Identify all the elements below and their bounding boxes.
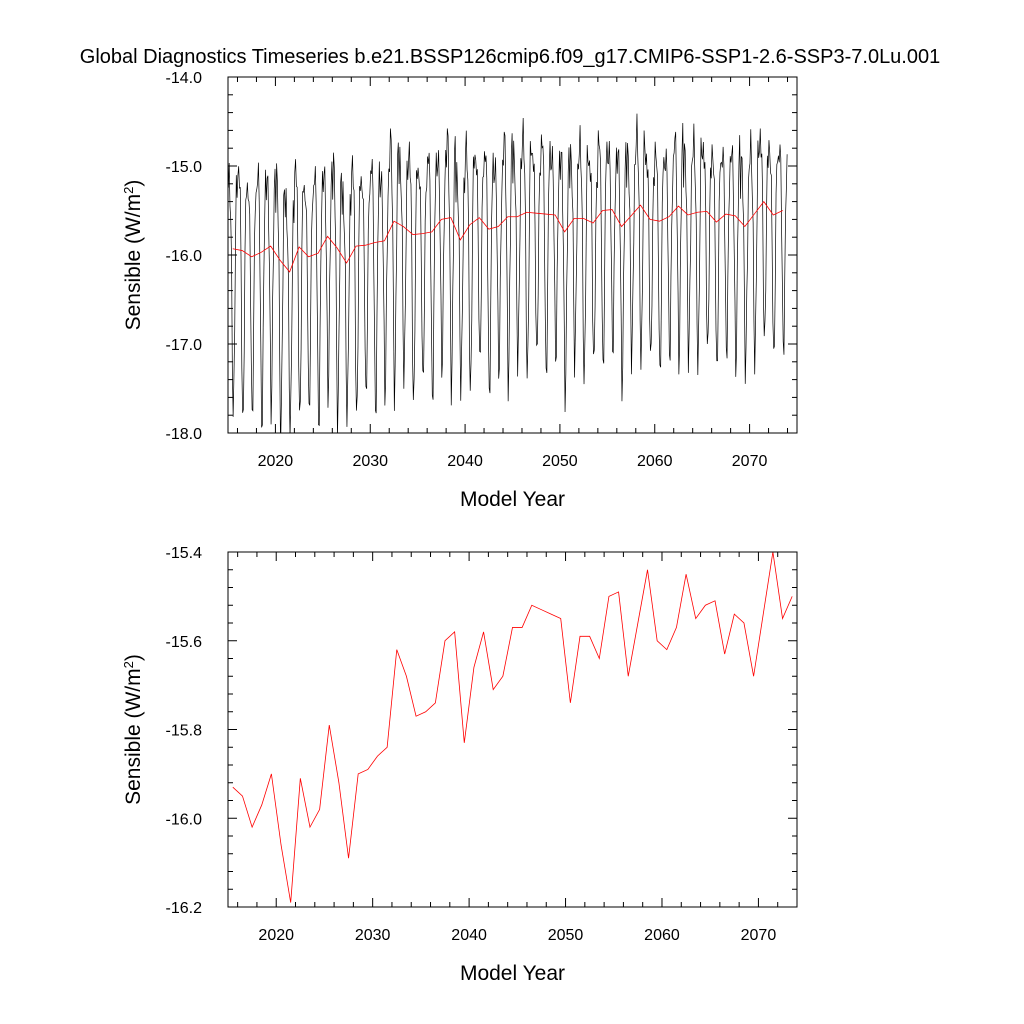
x-tick-label: 2040 (451, 927, 487, 944)
plot-frame (227, 551, 798, 908)
bottom-panel: 2020 2030 2040 2050 2060 2070 -16.2 -16.0 -15.8 -… (121, 545, 798, 985)
x-tick-label: 2070 (741, 927, 777, 944)
x-tick-label: 2020 (258, 453, 294, 470)
y-axis-title-main: Sensible (W/m (122, 668, 145, 805)
x-tick-label: 2050 (542, 453, 578, 470)
x-tick-label: 2030 (352, 453, 388, 470)
annual-mean-series-line (232, 552, 793, 903)
x-axis-title: Model Year (460, 488, 565, 511)
y-tick-label: -16.0 (166, 811, 203, 828)
top-panel: 2020 2030 2040 2050 2060 2070 -18.0 -17.0 -16.0 -… (121, 70, 798, 511)
y-tick-label: -15.4 (166, 545, 203, 562)
y-tick-label: -16.2 (166, 900, 203, 917)
x-tick-label: 2030 (355, 927, 391, 944)
y-tick-label: -17.0 (166, 337, 203, 354)
y-tick-label: -15.6 (166, 634, 203, 651)
y-tick-label: -16.0 (166, 248, 203, 265)
monthly-series-line (228, 113, 788, 433)
y-tick-label: -15.8 (166, 723, 203, 740)
y-axis-title: Sensible (W/m2) (121, 654, 146, 805)
y-tick-label: -18.0 (166, 426, 203, 443)
x-axis-title: Model Year (460, 962, 565, 985)
y-tick-label: -14.0 (166, 70, 203, 87)
x-tick-label: 2050 (548, 927, 584, 944)
x-tick-label: 2040 (447, 453, 483, 470)
x-tick-label: 2060 (637, 453, 673, 470)
figure-title: Global Diagnostics Timeseries b.e21.BSSP… (80, 46, 940, 68)
y-axis-title-close: ) (122, 180, 145, 187)
x-tick-label: 2020 (258, 927, 294, 944)
y-axis-title-superscript: 2 (121, 187, 136, 194)
y-axis-title-superscript: 2 (121, 661, 136, 668)
y-tick-label: -15.0 (166, 159, 203, 176)
x-tick-label: 2070 (732, 453, 768, 470)
y-axis-title: Sensible (W/m2) (121, 180, 146, 331)
x-tick-label: 2060 (644, 927, 680, 944)
y-axis-title-close: ) (122, 654, 145, 661)
annual-mean-series-line (232, 200, 783, 273)
y-axis-title-main: Sensible (W/m (122, 194, 145, 331)
